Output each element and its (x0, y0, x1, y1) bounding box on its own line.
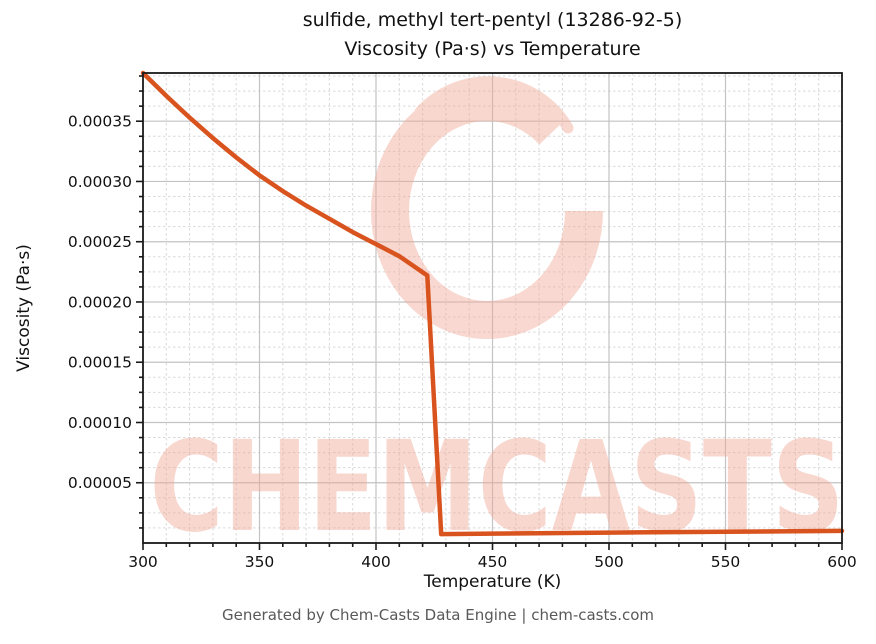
y-tick-label: 0.00005 (68, 474, 132, 492)
y-axis-label: Viscosity (Pa·s) (14, 244, 34, 372)
y-tick-label: 0.00015 (68, 354, 132, 372)
x-axis-label: Temperature (K) (423, 572, 562, 592)
y-tick-label: 0.00010 (68, 414, 132, 432)
x-tick-label: 400 (361, 553, 391, 571)
x-tick-label: 300 (128, 553, 158, 571)
watermark-ring-accent-icon (414, 76, 574, 134)
x-tick-label: 600 (827, 553, 857, 571)
y-tick-label: 0.00030 (68, 173, 132, 191)
series-line-viscosity (140, 70, 845, 537)
x-tick-label: 450 (478, 553, 508, 571)
chart-title: sulfide, methyl tert-pentyl (13286-92-5)… (143, 6, 842, 64)
x-tick-label: 350 (245, 553, 275, 571)
x-tick-label: 550 (711, 553, 741, 571)
y-tick-label: 0.00025 (68, 233, 132, 251)
watermark-ring-logo-icon (371, 83, 603, 339)
chart-title-line1: sulfide, methyl tert-pentyl (13286-92-5) (302, 9, 683, 31)
chart-title-line2: Viscosity (Pa·s) vs Temperature (344, 38, 641, 60)
y-tick-label: 0.00020 (68, 293, 132, 311)
y-tick-label: 0.00035 (68, 113, 132, 131)
watermark-text: CHEMCASTS (150, 415, 845, 560)
footer-credit: Generated by Chem-Casts Data Engine | ch… (221, 606, 655, 624)
watermark: CHEMCASTS (150, 76, 845, 560)
x-tick-label: 500 (594, 553, 624, 571)
